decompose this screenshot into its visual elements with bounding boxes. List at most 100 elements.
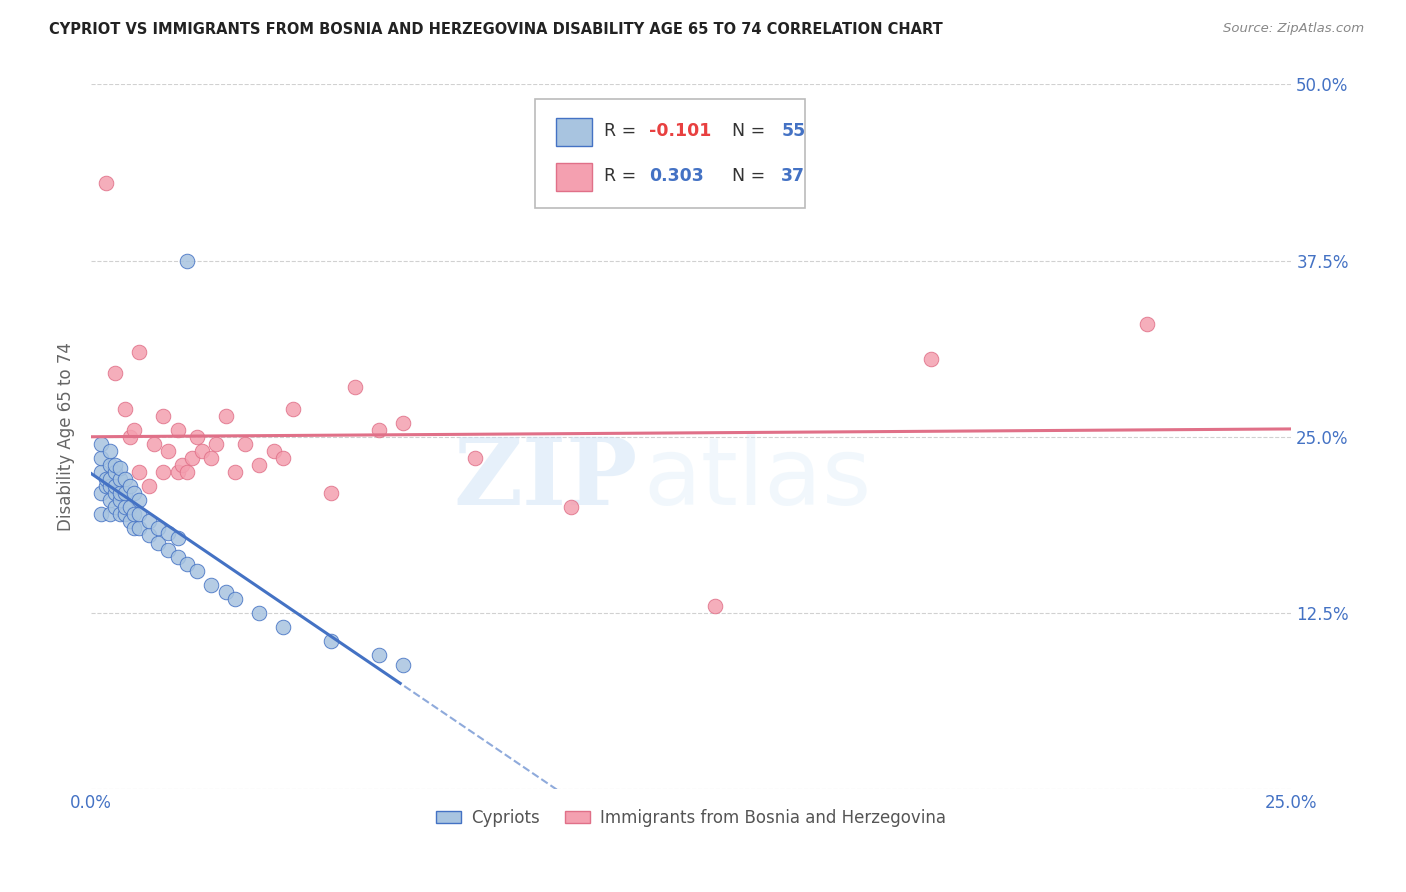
- Point: [138, 528, 160, 542]
- Point: [166, 531, 188, 545]
- Point: [200, 578, 222, 592]
- Point: [90, 450, 112, 465]
- Point: [104, 486, 127, 500]
- Point: [200, 450, 222, 465]
- Point: [176, 557, 198, 571]
- Point: [124, 486, 146, 500]
- Point: [186, 430, 208, 444]
- Point: [1136, 317, 1159, 331]
- Point: [172, 458, 194, 472]
- Y-axis label: Disability Age 65 to 74: Disability Age 65 to 74: [58, 343, 75, 532]
- Point: [108, 472, 131, 486]
- Point: [148, 535, 170, 549]
- Point: [176, 465, 198, 479]
- Point: [114, 486, 136, 500]
- Point: [124, 521, 146, 535]
- Point: [104, 367, 127, 381]
- Text: -0.101: -0.101: [650, 121, 711, 140]
- Text: atlas: atlas: [643, 434, 872, 525]
- Point: [271, 450, 294, 465]
- FancyBboxPatch shape: [555, 118, 592, 146]
- Point: [138, 515, 160, 529]
- Point: [98, 508, 121, 522]
- Point: [321, 486, 343, 500]
- Point: [94, 472, 117, 486]
- Point: [560, 500, 582, 515]
- Point: [124, 508, 146, 522]
- Point: [114, 508, 136, 522]
- Point: [108, 508, 131, 522]
- Point: [152, 409, 174, 423]
- Point: [156, 525, 179, 540]
- Point: [224, 465, 246, 479]
- Point: [166, 423, 188, 437]
- Text: ZIP: ZIP: [453, 434, 637, 524]
- Point: [271, 620, 294, 634]
- Point: [142, 437, 165, 451]
- Point: [90, 508, 112, 522]
- Point: [98, 444, 121, 458]
- Point: [90, 486, 112, 500]
- Point: [321, 634, 343, 648]
- Point: [90, 465, 112, 479]
- FancyBboxPatch shape: [555, 163, 592, 191]
- Point: [104, 479, 127, 493]
- Point: [247, 606, 270, 620]
- Point: [108, 460, 131, 475]
- Point: [224, 591, 246, 606]
- Point: [464, 450, 486, 465]
- Point: [247, 458, 270, 472]
- Text: 37: 37: [782, 167, 806, 185]
- Point: [190, 444, 212, 458]
- Point: [114, 500, 136, 515]
- Text: N =: N =: [721, 121, 770, 140]
- Point: [148, 521, 170, 535]
- Legend: Cypriots, Immigrants from Bosnia and Herzegovina: Cypriots, Immigrants from Bosnia and Her…: [430, 803, 953, 834]
- Point: [114, 472, 136, 486]
- Point: [118, 479, 141, 493]
- Point: [181, 450, 204, 465]
- Point: [128, 493, 150, 508]
- Point: [108, 486, 131, 500]
- Point: [104, 465, 127, 479]
- Point: [128, 508, 150, 522]
- Point: [108, 493, 131, 508]
- Text: R =: R =: [603, 121, 641, 140]
- FancyBboxPatch shape: [536, 98, 806, 208]
- Point: [118, 515, 141, 529]
- Point: [156, 444, 179, 458]
- Point: [138, 479, 160, 493]
- Point: [214, 585, 236, 599]
- Text: Source: ZipAtlas.com: Source: ZipAtlas.com: [1223, 22, 1364, 36]
- Point: [118, 500, 141, 515]
- Point: [98, 458, 121, 472]
- Point: [166, 549, 188, 564]
- Point: [90, 437, 112, 451]
- Point: [98, 493, 121, 508]
- Point: [128, 465, 150, 479]
- Point: [94, 479, 117, 493]
- Point: [98, 479, 121, 493]
- Text: 55: 55: [782, 121, 806, 140]
- Point: [98, 472, 121, 486]
- Point: [281, 401, 304, 416]
- Point: [114, 401, 136, 416]
- Text: CYPRIOT VS IMMIGRANTS FROM BOSNIA AND HERZEGOVINA DISABILITY AGE 65 TO 74 CORREL: CYPRIOT VS IMMIGRANTS FROM BOSNIA AND HE…: [49, 22, 943, 37]
- Text: N =: N =: [721, 167, 770, 185]
- Point: [156, 542, 179, 557]
- Point: [186, 564, 208, 578]
- Point: [368, 648, 391, 663]
- Point: [166, 465, 188, 479]
- Point: [392, 658, 415, 673]
- Point: [104, 500, 127, 515]
- Point: [118, 430, 141, 444]
- Point: [104, 458, 127, 472]
- Point: [128, 345, 150, 359]
- Point: [704, 599, 727, 613]
- Point: [152, 465, 174, 479]
- Point: [124, 423, 146, 437]
- Point: [368, 423, 391, 437]
- Point: [392, 416, 415, 430]
- Point: [214, 409, 236, 423]
- Point: [263, 444, 285, 458]
